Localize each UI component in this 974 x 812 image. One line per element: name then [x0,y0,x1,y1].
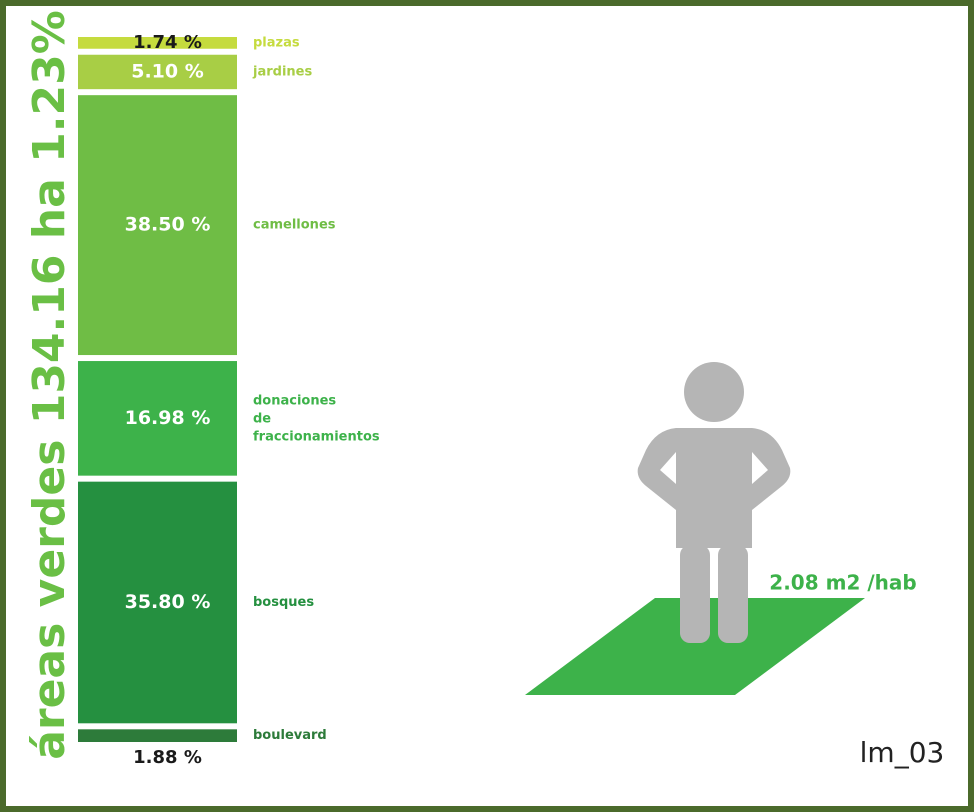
bar-segment [78,37,237,49]
value-label: 35.80 % [125,591,211,613]
value-label: 1.74 % [133,32,202,53]
value-label: 5.10 % [131,60,204,82]
bar-segment [78,481,237,724]
value-label: 1.88 % [133,747,202,768]
legend-label: camellones [253,218,336,233]
legend-label: donaciones de fraccionamientos [253,393,380,444]
platform [525,598,865,695]
legend-label: bosques [253,595,314,610]
vertical-title: áreas verdes 134.16 ha 1.23% [24,10,75,760]
image-code: lm_03 [860,736,945,769]
legend-label: boulevard [253,728,327,743]
legend-label: jardines [252,64,312,79]
per-capita-label: 2.08 m2 /hab [769,571,916,595]
value-label: 38.50 % [125,214,211,236]
bar-segment [78,54,237,90]
bar-segment [78,361,237,476]
bar-segment [78,95,237,356]
legend-line: donaciones [253,393,336,408]
person-figure [637,362,791,643]
legend-label: plazas [253,35,300,50]
bar-segment [78,729,237,742]
value-label: 16.98 % [125,407,211,429]
legend-line: fraccionamientos [253,429,380,444]
legend-line: de [253,411,271,426]
